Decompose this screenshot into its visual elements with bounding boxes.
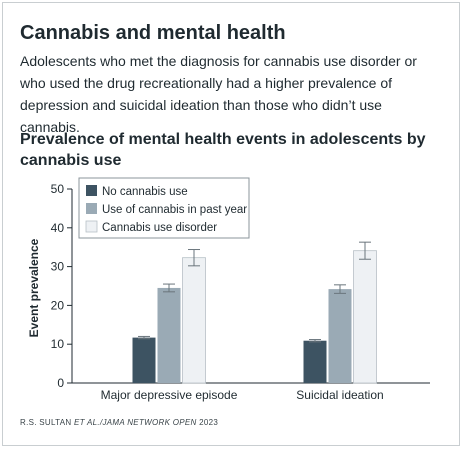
x-category-label: Major depressive episode xyxy=(101,388,238,402)
bar xyxy=(182,257,206,384)
dek-text: Adolescents who met the diagnosis for ca… xyxy=(20,53,417,135)
error-bar xyxy=(334,284,346,294)
legend-label: No cannabis use xyxy=(102,186,188,198)
bar xyxy=(303,340,327,383)
bar xyxy=(132,337,156,383)
chart-axes: 0 10 20 30 40 50 Event prevalence Major depress… xyxy=(27,182,430,402)
y-tick-label: 50 xyxy=(51,182,65,196)
legend-label: Use of cannabis in past year xyxy=(102,204,247,216)
chart-title: Prevalence of mental health events in ad… xyxy=(20,131,426,169)
y-axis-label: Event prevalence xyxy=(27,238,41,337)
legend-swatch xyxy=(85,220,98,233)
error-bar xyxy=(188,249,200,267)
legend-label: Cannabis use disorder xyxy=(102,222,217,234)
source-italic: ET AL./JAMA NETWORK OPEN xyxy=(73,418,197,427)
x-category-label: Suicidal ideation xyxy=(296,388,383,402)
headline: Cannabis and mental health xyxy=(20,22,286,44)
y-tick-label: 30 xyxy=(51,260,65,274)
error-bar xyxy=(163,283,175,293)
error-bar xyxy=(138,335,150,340)
legend-swatch xyxy=(86,203,97,214)
bar xyxy=(157,287,181,383)
y-tick-label: 0 xyxy=(57,376,64,390)
chart-legend: No cannabis use Use of cannabis in past y… xyxy=(78,177,250,239)
legend-box xyxy=(78,177,250,239)
y-tick-label: 20 xyxy=(51,298,65,312)
source-prefix: R.S. SULTAN xyxy=(20,418,74,427)
y-tick-label: 10 xyxy=(51,337,65,351)
bar xyxy=(328,289,352,383)
source-suffix: 2023 xyxy=(196,418,219,427)
y-tick-label: 40 xyxy=(51,221,65,235)
chart-bars xyxy=(132,241,377,384)
source-credit: R.S. SULTAN ET AL./JAMA NETWORK OPEN 202… xyxy=(20,418,218,427)
error-bar xyxy=(359,241,371,260)
error-bar xyxy=(309,339,321,343)
bar xyxy=(353,250,377,384)
legend-swatch xyxy=(86,185,97,196)
